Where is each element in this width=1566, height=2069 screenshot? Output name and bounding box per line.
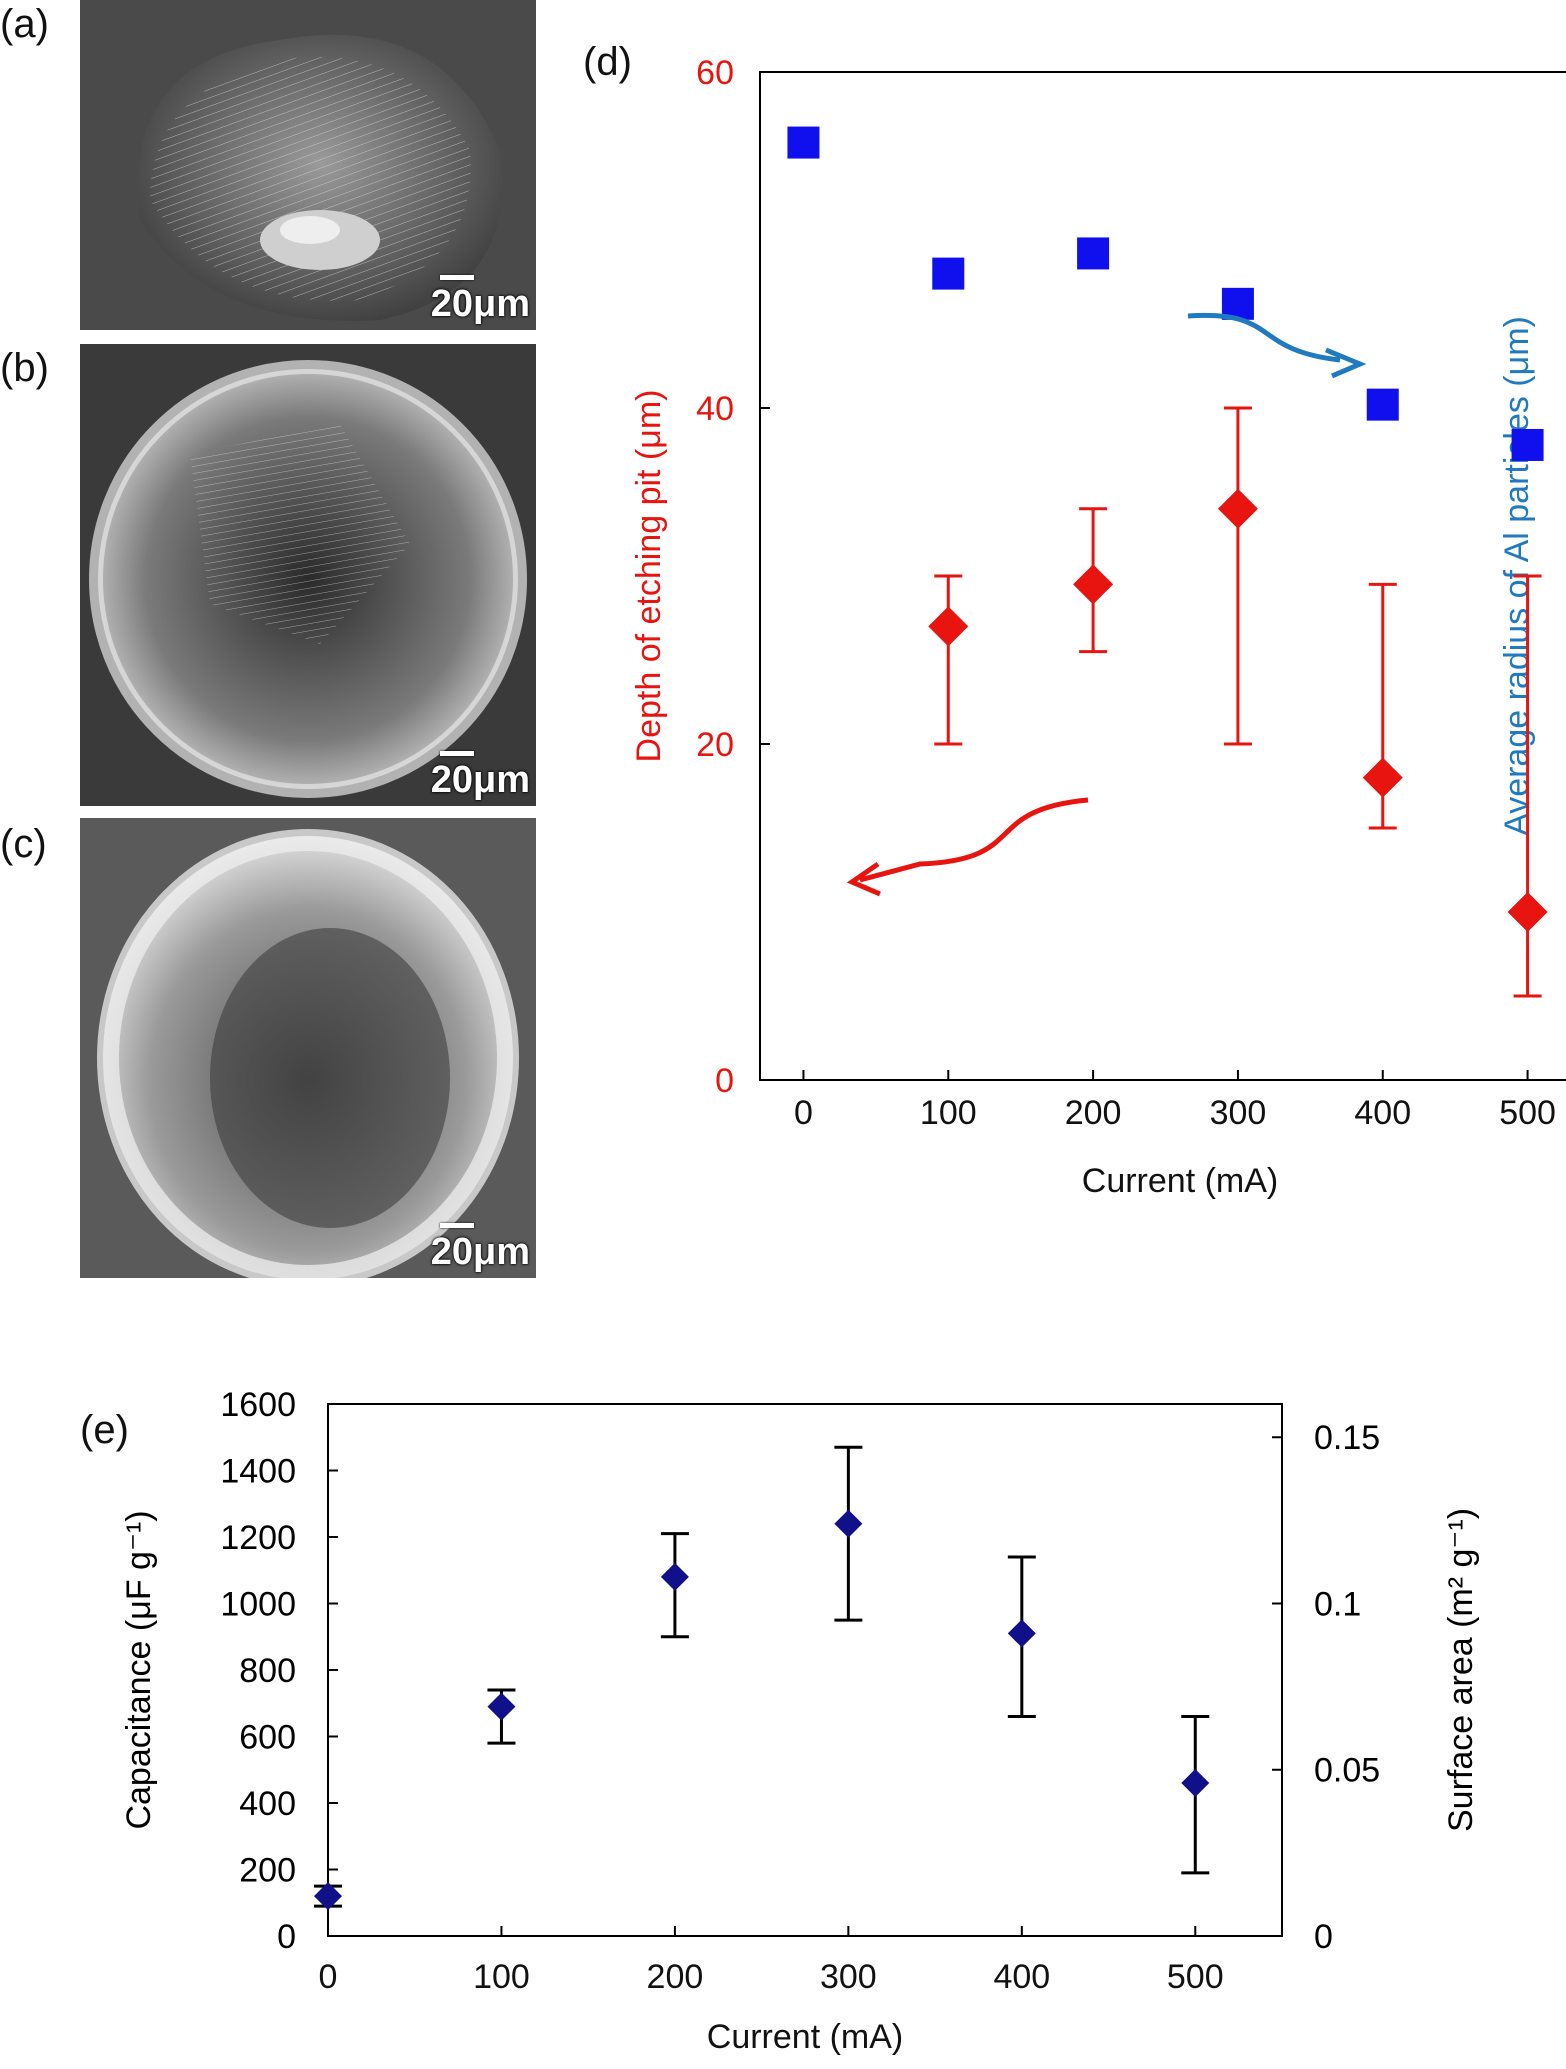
x-tick-label: 200 <box>1065 1094 1122 1132</box>
left-tick-label: 60 <box>696 54 734 92</box>
panel-d-label: (d) <box>583 40 632 84</box>
data-point-square <box>1366 388 1399 421</box>
scale-label-b: 20μm <box>430 759 530 801</box>
scale-label-a: 20μm <box>430 283 530 325</box>
data-point-square <box>1511 428 1544 461</box>
left-tick-label: 1600 <box>220 1386 296 1424</box>
plot-frame <box>759 71 1566 1081</box>
right-axis-arrowhead <box>1325 347 1367 379</box>
x-tick-label: 400 <box>993 1958 1050 1996</box>
x-axis-label: Current (mA) <box>707 2018 903 2056</box>
x-tick-label: 200 <box>647 1958 704 1996</box>
left-tick-label: 1000 <box>220 1585 296 1623</box>
scale-bar-c <box>440 1223 474 1228</box>
left-tick-label: 0 <box>277 1918 296 1956</box>
x-tick-label: 100 <box>473 1958 530 1996</box>
data-point-diamond <box>1217 488 1258 529</box>
left-axis-arrow <box>859 797 1089 883</box>
left-axis-label: Capacitance (μF g⁻¹) <box>120 1510 158 1829</box>
left-tick-label: 200 <box>239 1851 296 1889</box>
left-axis-label: Depth of etching pit (μm) <box>630 390 668 763</box>
x-axis-label: Current (mA) <box>1082 1162 1278 1200</box>
data-point-diamond <box>487 1692 516 1721</box>
right-tick-label: 0.15 <box>1314 1419 1380 1457</box>
scale-label-c: 20μm <box>430 1231 530 1273</box>
x-tick-label: 300 <box>820 1958 877 1996</box>
left-tick-label: 1400 <box>220 1452 296 1490</box>
right-axis-arrow <box>1187 312 1341 363</box>
data-point-diamond <box>1181 1769 1210 1798</box>
data-point-square <box>1077 237 1110 270</box>
x-tick-label: 0 <box>794 1094 813 1132</box>
sem-image-c: 20μm <box>80 818 536 1278</box>
data-point-diamond <box>1507 892 1548 932</box>
data-point-diamond <box>1073 564 1114 605</box>
panel-b-label: (b) <box>0 346 49 390</box>
sem-image-b: 20μm <box>80 344 536 806</box>
left-tick-label: 800 <box>239 1652 296 1690</box>
panel-a-label: (a) <box>0 2 49 46</box>
right-tick-label: 0 <box>1314 1918 1333 1956</box>
left-tick-label: 400 <box>239 1785 296 1823</box>
sem-particle-c-graphic <box>80 818 536 1278</box>
right-axis-label: Surface area (m² g⁻¹) <box>1442 1508 1480 1832</box>
data-point-diamond <box>1007 1619 1036 1648</box>
sem-image-a: 20μm <box>80 0 536 330</box>
data-point-diamond <box>1362 757 1403 798</box>
panel-e-label: (e) <box>80 1408 129 1452</box>
right-tick-label: 0.1 <box>1314 1585 1361 1623</box>
x-tick-label: 100 <box>920 1094 977 1132</box>
chart-e: 0 100 200 300 400 500 Current (mA) 0 200 400 600 80… <box>120 1386 1480 2056</box>
data-point-diamond <box>834 1509 863 1538</box>
x-tick-label: 500 <box>1499 1094 1556 1132</box>
left-tick-label: 0 <box>715 1062 734 1100</box>
data-point-diamond <box>314 1882 342 1911</box>
scale-bar-a <box>440 275 474 280</box>
x-tick-label: 400 <box>1354 1094 1411 1132</box>
x-tick-label: 300 <box>1210 1094 1267 1132</box>
x-tick-label: 0 <box>319 1958 338 1996</box>
data-point-square <box>787 126 820 159</box>
data-point-diamond <box>928 606 969 647</box>
left-tick-label: 40 <box>696 390 734 428</box>
left-tick-label: 20 <box>696 726 734 764</box>
panel-c-label: (c) <box>0 822 47 866</box>
left-tick-label: 1200 <box>220 1519 296 1557</box>
data-point-diamond <box>660 1562 689 1591</box>
plot-frame <box>327 1403 1283 1937</box>
sem-particle-b-graphic <box>80 344 536 806</box>
sem-particle-a-graphic <box>80 0 536 330</box>
left-axis-arrowhead <box>846 861 881 897</box>
data-point-square <box>932 257 965 290</box>
right-tick-label: 0.05 <box>1314 1752 1380 1790</box>
x-tick-label: 500 <box>1167 1958 1224 1996</box>
scale-bar-b <box>440 751 474 756</box>
left-tick-label: 600 <box>239 1718 296 1756</box>
